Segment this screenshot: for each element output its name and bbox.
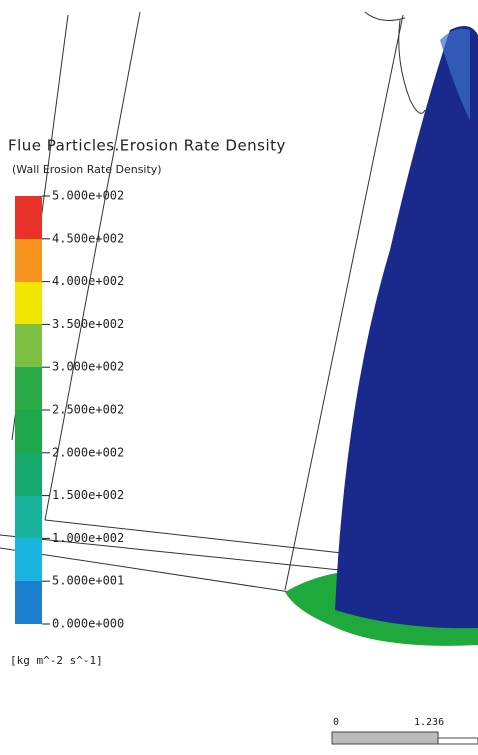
page: html, body { margin: 0; padding: 0; back…	[0, 0, 478, 755]
tick-label: 3.000e+002	[52, 360, 124, 374]
tick-label: 5.000e+002	[52, 189, 124, 203]
legend-unit: [kg m^-2 s^-1]	[10, 654, 103, 667]
band	[15, 324, 42, 367]
band	[15, 496, 42, 538]
edge	[399, 20, 425, 113]
tick-label: 4.000e+002	[52, 274, 124, 288]
band	[15, 282, 42, 324]
band	[15, 453, 42, 496]
tick-label: 1.000e+002	[52, 531, 124, 545]
scale-bar-segment	[438, 738, 478, 744]
tick-label: 2.500e+002	[52, 403, 124, 417]
scale-end: 1.236	[414, 717, 444, 728]
tick-label: 3.500e+002	[52, 317, 124, 331]
tick-label: 1.500e+002	[52, 488, 124, 502]
legend-subtitle: (Wall Erosion Rate Density)	[12, 163, 162, 176]
tick-label: 0.000e+000	[52, 617, 124, 631]
body: {"legend": {"title": "Flue Particles.Ero…	[0, 0, 478, 755]
edge	[0, 535, 340, 570]
tick-label: 2.000e+002	[52, 445, 124, 459]
band	[15, 239, 42, 282]
band	[15, 538, 42, 581]
cylinder	[335, 26, 478, 628]
edge	[365, 12, 405, 20]
band	[15, 367, 42, 410]
band	[15, 581, 42, 624]
legend-title: Flue Particles.Erosion Rate Density	[8, 137, 286, 155]
scale-bar-segment	[332, 732, 438, 744]
band	[15, 410, 42, 453]
edge	[0, 548, 290, 592]
tick-label: 4.500e+002	[52, 231, 124, 245]
scale-start: 0	[333, 717, 339, 728]
legend-ticks: 5.000e+002 4.500e+002 4.000e+002 3.500e+002…	[42, 189, 124, 631]
color-bar	[15, 196, 42, 624]
viewport: Flue Particles.Erosion Rate Density (Wal…	[0, 0, 478, 755]
edge	[45, 12, 140, 520]
band	[15, 196, 42, 239]
tick-label: 5.000e+001	[52, 574, 124, 588]
